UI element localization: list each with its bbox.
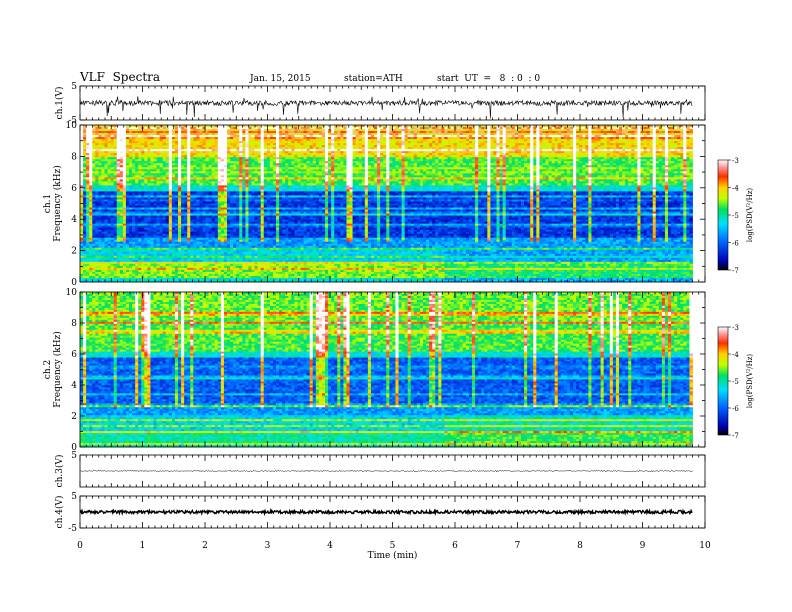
ch2-spec-cbar-tick-3: -6 (732, 405, 739, 413)
ch2-spec-cbar-tick-2: -5 (732, 378, 739, 386)
xtick-10: 10 (699, 541, 711, 551)
ch1-spec-ytick-1: 8 (71, 152, 77, 162)
ch1-spec-ytick-2: 6 (71, 184, 77, 194)
ch2-spec-heatmap (80, 292, 693, 447)
ch2-spec-ytick-3: 4 (71, 381, 77, 391)
ch4-wave-ytick-0: 5 (71, 492, 77, 502)
ch1-wave-ytick-0: 5 (71, 82, 77, 92)
ch1-spec-channel-label: ch.1 (43, 194, 53, 213)
ch3-wave-ytick-0: 5 (71, 451, 77, 461)
ch1-spec-ytick-5: 0 (71, 278, 77, 288)
ch4-wave-ylabel: ch.4(V) (54, 496, 65, 529)
xtick-0: 0 (77, 541, 83, 551)
ch4-wave-trace (80, 511, 693, 514)
ch1-spec-ytick-0: 10 (66, 121, 78, 131)
ch2-spec-ytick-2: 6 (71, 350, 77, 360)
xtick-6: 6 (452, 541, 458, 551)
xtick-3: 3 (265, 541, 271, 551)
ch2-spec-cbar-label: log(PSD(V²/Hz) (746, 354, 754, 409)
ch1-spec-cbar-tick-2: -5 (732, 212, 739, 220)
ch1-spec-cbar-tick-1: -4 (732, 185, 739, 193)
xtick-5: 5 (390, 541, 396, 551)
xtick-8: 8 (577, 541, 583, 551)
ch1-spec-ytick-4: 2 (71, 247, 77, 257)
ch1-spec-cbar-tick-4: -7 (732, 267, 739, 275)
ch4-wave-ytick-1: -5 (68, 524, 77, 534)
ch1-spec-cbar-label: log(PSD(V²/Hz) (746, 188, 754, 243)
ch1-wave-ylabel: ch.1(V) (54, 87, 65, 120)
ch1-spec-cbar-tick-0: -3 (732, 157, 739, 165)
ch3-wave-ylabel: ch.3(V) (54, 455, 65, 488)
ch2-spec-cbar-tick-1: -4 (732, 351, 739, 359)
ch2-spec-cbar-tick-4: -7 (732, 432, 739, 440)
ch1-spec-cbar-tick-3: -6 (732, 240, 739, 248)
xtick-1: 1 (140, 541, 146, 551)
ch2-spec-ytick-4: 2 (71, 412, 77, 422)
ch2-spec-channel-label: ch.2 (43, 360, 53, 379)
ch2-spec-ytick-0: 10 (66, 288, 78, 298)
ch2-spec-colorbar (718, 327, 728, 435)
ch3-wave-trace (80, 470, 693, 471)
ch2-spec-ylabel: Frequency (kHz) (52, 331, 63, 408)
ch1-spec-colorbar (718, 160, 728, 270)
xtick-7: 7 (515, 541, 521, 551)
ch1-wave-trace (80, 96, 693, 118)
ch1-spec-ylabel: Frequency (kHz) (52, 165, 63, 242)
ch1-spec-heatmap (80, 125, 693, 282)
ch1-spec-ytick-3: 4 (71, 215, 77, 225)
ch2-spec-cbar-tick-0: -3 (732, 324, 739, 332)
xtick-9: 9 (640, 541, 646, 551)
xtick-2: 2 (202, 541, 208, 551)
ch2-spec-ytick-1: 8 (71, 319, 77, 329)
xtick-4: 4 (327, 541, 333, 551)
x-axis-label: Time (min) (368, 550, 418, 561)
